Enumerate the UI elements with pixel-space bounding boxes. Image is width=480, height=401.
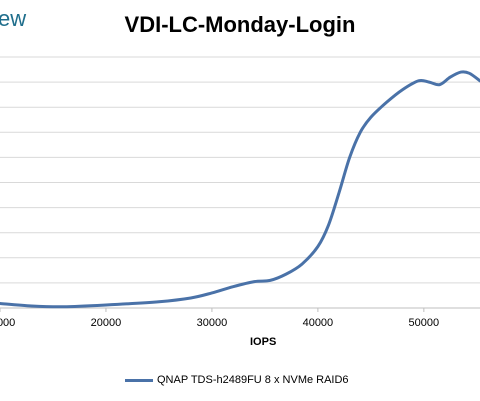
legend-swatch — [125, 378, 153, 382]
legend-label: QNAP TDS-h2489FU 8 x NVMe RAID6 — [157, 374, 349, 386]
x-axis-label: IOPS — [250, 336, 277, 348]
series-lines — [0, 70, 480, 309]
x-tick-label: 40000 — [303, 317, 334, 329]
x-tick-label: 10000 — [0, 317, 15, 329]
x-tick-labels: 10000 20000 30000 40000 50000 — [0, 308, 439, 329]
x-tick-label: 20000 — [91, 317, 122, 329]
series-line-0 — [0, 70, 480, 309]
brand-logo-text: ew — [0, 6, 27, 31]
grid-lines — [0, 56, 480, 309]
x-tick-label: 30000 — [197, 317, 228, 329]
legend: QNAP TDS-h2489FU 8 x NVMe RAID6 — [125, 372, 349, 388]
chart-title: VDI-LC-Monday-Login — [124, 12, 356, 37]
x-tick-label: 50000 — [409, 317, 440, 329]
